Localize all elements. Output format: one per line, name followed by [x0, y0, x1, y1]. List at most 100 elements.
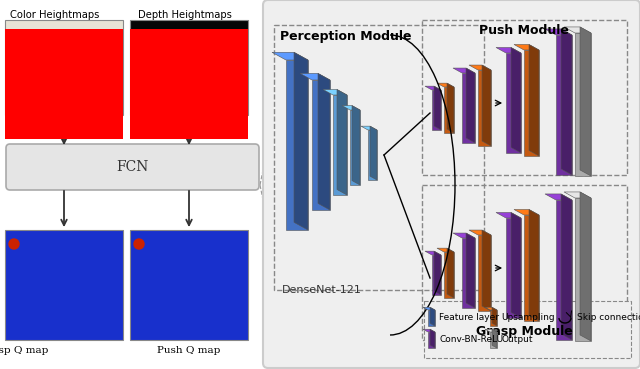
Polygon shape — [564, 27, 591, 33]
FancyBboxPatch shape — [5, 20, 123, 115]
Polygon shape — [478, 235, 491, 311]
Polygon shape — [492, 329, 497, 348]
Polygon shape — [432, 90, 441, 130]
Text: Feature layer: Feature layer — [439, 314, 499, 323]
Polygon shape — [423, 307, 435, 310]
Polygon shape — [444, 252, 454, 298]
Polygon shape — [506, 53, 521, 153]
Polygon shape — [425, 86, 441, 90]
Text: DenseNet-121: DenseNet-121 — [282, 285, 362, 295]
Text: FCN: FCN — [116, 160, 148, 174]
Polygon shape — [564, 192, 591, 198]
Polygon shape — [556, 35, 572, 175]
Polygon shape — [432, 255, 441, 295]
Polygon shape — [478, 70, 491, 146]
Polygon shape — [466, 233, 475, 308]
Polygon shape — [580, 27, 591, 176]
Polygon shape — [272, 52, 308, 60]
Text: Push Module: Push Module — [479, 24, 569, 37]
Polygon shape — [350, 110, 360, 185]
Polygon shape — [434, 251, 441, 295]
Polygon shape — [333, 95, 347, 195]
Polygon shape — [430, 329, 435, 348]
Polygon shape — [453, 68, 475, 73]
Polygon shape — [485, 329, 497, 332]
Text: Depth Heightmaps: Depth Heightmaps — [138, 10, 232, 20]
Polygon shape — [580, 192, 591, 341]
Polygon shape — [318, 73, 330, 210]
Polygon shape — [490, 332, 497, 348]
Polygon shape — [368, 130, 377, 180]
FancyBboxPatch shape — [130, 230, 248, 340]
Polygon shape — [575, 198, 591, 341]
Polygon shape — [529, 210, 539, 321]
Polygon shape — [575, 33, 591, 176]
Polygon shape — [469, 65, 491, 70]
Polygon shape — [485, 307, 497, 310]
Polygon shape — [148, 55, 230, 100]
Polygon shape — [428, 332, 435, 348]
Text: Grasp Q map: Grasp Q map — [0, 346, 49, 355]
Text: Perception Module: Perception Module — [280, 30, 412, 43]
Text: Grasp Module: Grasp Module — [476, 325, 572, 338]
Polygon shape — [511, 48, 521, 153]
Polygon shape — [561, 194, 572, 340]
Text: Output: Output — [501, 335, 532, 345]
Polygon shape — [294, 52, 308, 230]
Polygon shape — [492, 307, 497, 326]
Polygon shape — [342, 106, 360, 110]
FancyBboxPatch shape — [5, 230, 123, 340]
Polygon shape — [312, 80, 330, 210]
Polygon shape — [524, 50, 539, 156]
Polygon shape — [496, 48, 521, 53]
Polygon shape — [545, 29, 572, 35]
Polygon shape — [469, 230, 491, 235]
Text: Conv-BN-ReLU: Conv-BN-ReLU — [439, 335, 503, 345]
Polygon shape — [352, 106, 360, 185]
Polygon shape — [300, 73, 330, 80]
Polygon shape — [437, 248, 454, 252]
Polygon shape — [323, 90, 347, 95]
Polygon shape — [511, 213, 521, 318]
FancyBboxPatch shape — [130, 20, 248, 115]
Polygon shape — [425, 251, 441, 255]
FancyBboxPatch shape — [424, 301, 631, 358]
Polygon shape — [35, 69, 105, 103]
Polygon shape — [496, 213, 521, 218]
FancyBboxPatch shape — [263, 0, 640, 368]
Polygon shape — [506, 218, 521, 318]
Polygon shape — [466, 68, 475, 143]
Text: Color Heightmaps: Color Heightmaps — [10, 10, 99, 20]
Polygon shape — [453, 233, 475, 238]
Polygon shape — [482, 65, 491, 146]
Polygon shape — [430, 307, 435, 326]
Polygon shape — [514, 210, 539, 215]
Text: Push Q map: Push Q map — [157, 346, 221, 355]
Polygon shape — [444, 87, 454, 133]
Polygon shape — [361, 126, 377, 130]
Polygon shape — [286, 60, 308, 230]
Polygon shape — [25, 70, 115, 110]
Polygon shape — [482, 230, 491, 311]
Polygon shape — [370, 126, 377, 180]
Polygon shape — [561, 29, 572, 175]
Polygon shape — [423, 329, 435, 332]
Polygon shape — [462, 238, 475, 308]
Polygon shape — [524, 215, 539, 321]
Polygon shape — [437, 83, 454, 87]
Text: Upsampling: Upsampling — [501, 314, 555, 323]
Polygon shape — [462, 73, 475, 143]
Polygon shape — [152, 36, 178, 58]
Polygon shape — [545, 194, 572, 200]
Text: Skip connection: Skip connection — [577, 314, 640, 323]
Polygon shape — [556, 200, 572, 340]
Polygon shape — [490, 310, 497, 326]
Polygon shape — [447, 248, 454, 298]
Circle shape — [9, 239, 19, 249]
Polygon shape — [434, 86, 441, 130]
Polygon shape — [514, 45, 539, 50]
Polygon shape — [428, 310, 435, 326]
Polygon shape — [337, 90, 347, 195]
Polygon shape — [447, 83, 454, 133]
Polygon shape — [529, 45, 539, 156]
